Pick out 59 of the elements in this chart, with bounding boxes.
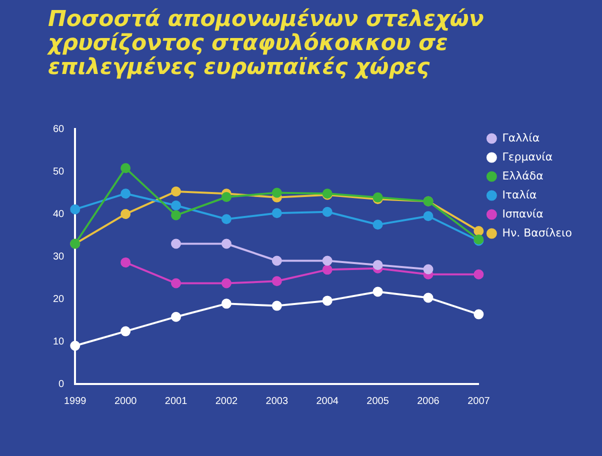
point	[423, 292, 434, 303]
point	[272, 188, 282, 198]
point	[423, 211, 434, 222]
y-tick-label: 60	[53, 124, 65, 135]
y-tick-label: 50	[53, 166, 65, 178]
legend-label: Γαλλία	[502, 131, 540, 144]
x-tick-label: 1999	[64, 396, 87, 407]
point	[221, 238, 232, 249]
point	[322, 206, 332, 217]
point	[221, 278, 232, 288]
point	[221, 214, 232, 224]
point	[272, 256, 282, 266]
point	[221, 192, 232, 202]
x-tick-label: 2007	[468, 396, 490, 407]
x-tick-label: 2003	[266, 396, 288, 407]
point	[372, 260, 383, 270]
point	[474, 309, 484, 320]
point	[171, 200, 182, 210]
x-tick-label: 2006	[417, 396, 440, 407]
chart-title: Ποσοστά απομονωμένων στελεχών χρυσίζοντος σταφυλόκοκκου σε επιλεγμένες ευρωπαϊκές χώρες	[48, 7, 485, 80]
point	[272, 276, 282, 286]
point	[474, 269, 484, 280]
y-tick-label: 10	[53, 336, 65, 348]
y-tick-label: 40	[53, 208, 65, 220]
point	[171, 238, 182, 249]
x-tick-label: 2002	[215, 396, 238, 407]
legend-label: Ελλάδα	[502, 169, 544, 182]
point	[372, 220, 383, 230]
legend-label: Γερμανία	[502, 150, 553, 164]
point	[120, 209, 131, 219]
point	[474, 226, 484, 236]
point	[120, 188, 131, 199]
x-tick-label: 2001	[164, 396, 188, 407]
legend-label: Ην. Βασίλειο	[502, 226, 572, 240]
point	[322, 256, 332, 266]
legend-label: Ιταλία	[502, 188, 537, 202]
point	[423, 264, 434, 274]
point	[70, 204, 80, 214]
y-tick-label: 0	[58, 378, 65, 390]
point	[272, 208, 282, 218]
x-tick-label: 2005	[366, 396, 390, 407]
point	[322, 264, 332, 275]
x-tick-label: 2004	[316, 396, 339, 407]
point	[70, 340, 80, 351]
point	[322, 296, 332, 306]
y-tick-label: 20	[53, 294, 65, 305]
point	[171, 312, 182, 322]
point	[171, 278, 182, 288]
point	[272, 300, 282, 311]
y-tick-label: 30	[53, 251, 65, 262]
point	[120, 326, 131, 336]
point	[221, 298, 232, 309]
legend-label: Ισπανία	[502, 207, 544, 220]
point	[171, 186, 182, 196]
point	[372, 286, 383, 297]
x-tick-label: 2000	[114, 396, 138, 407]
point	[171, 210, 182, 220]
point	[120, 257, 131, 268]
point	[120, 163, 131, 174]
